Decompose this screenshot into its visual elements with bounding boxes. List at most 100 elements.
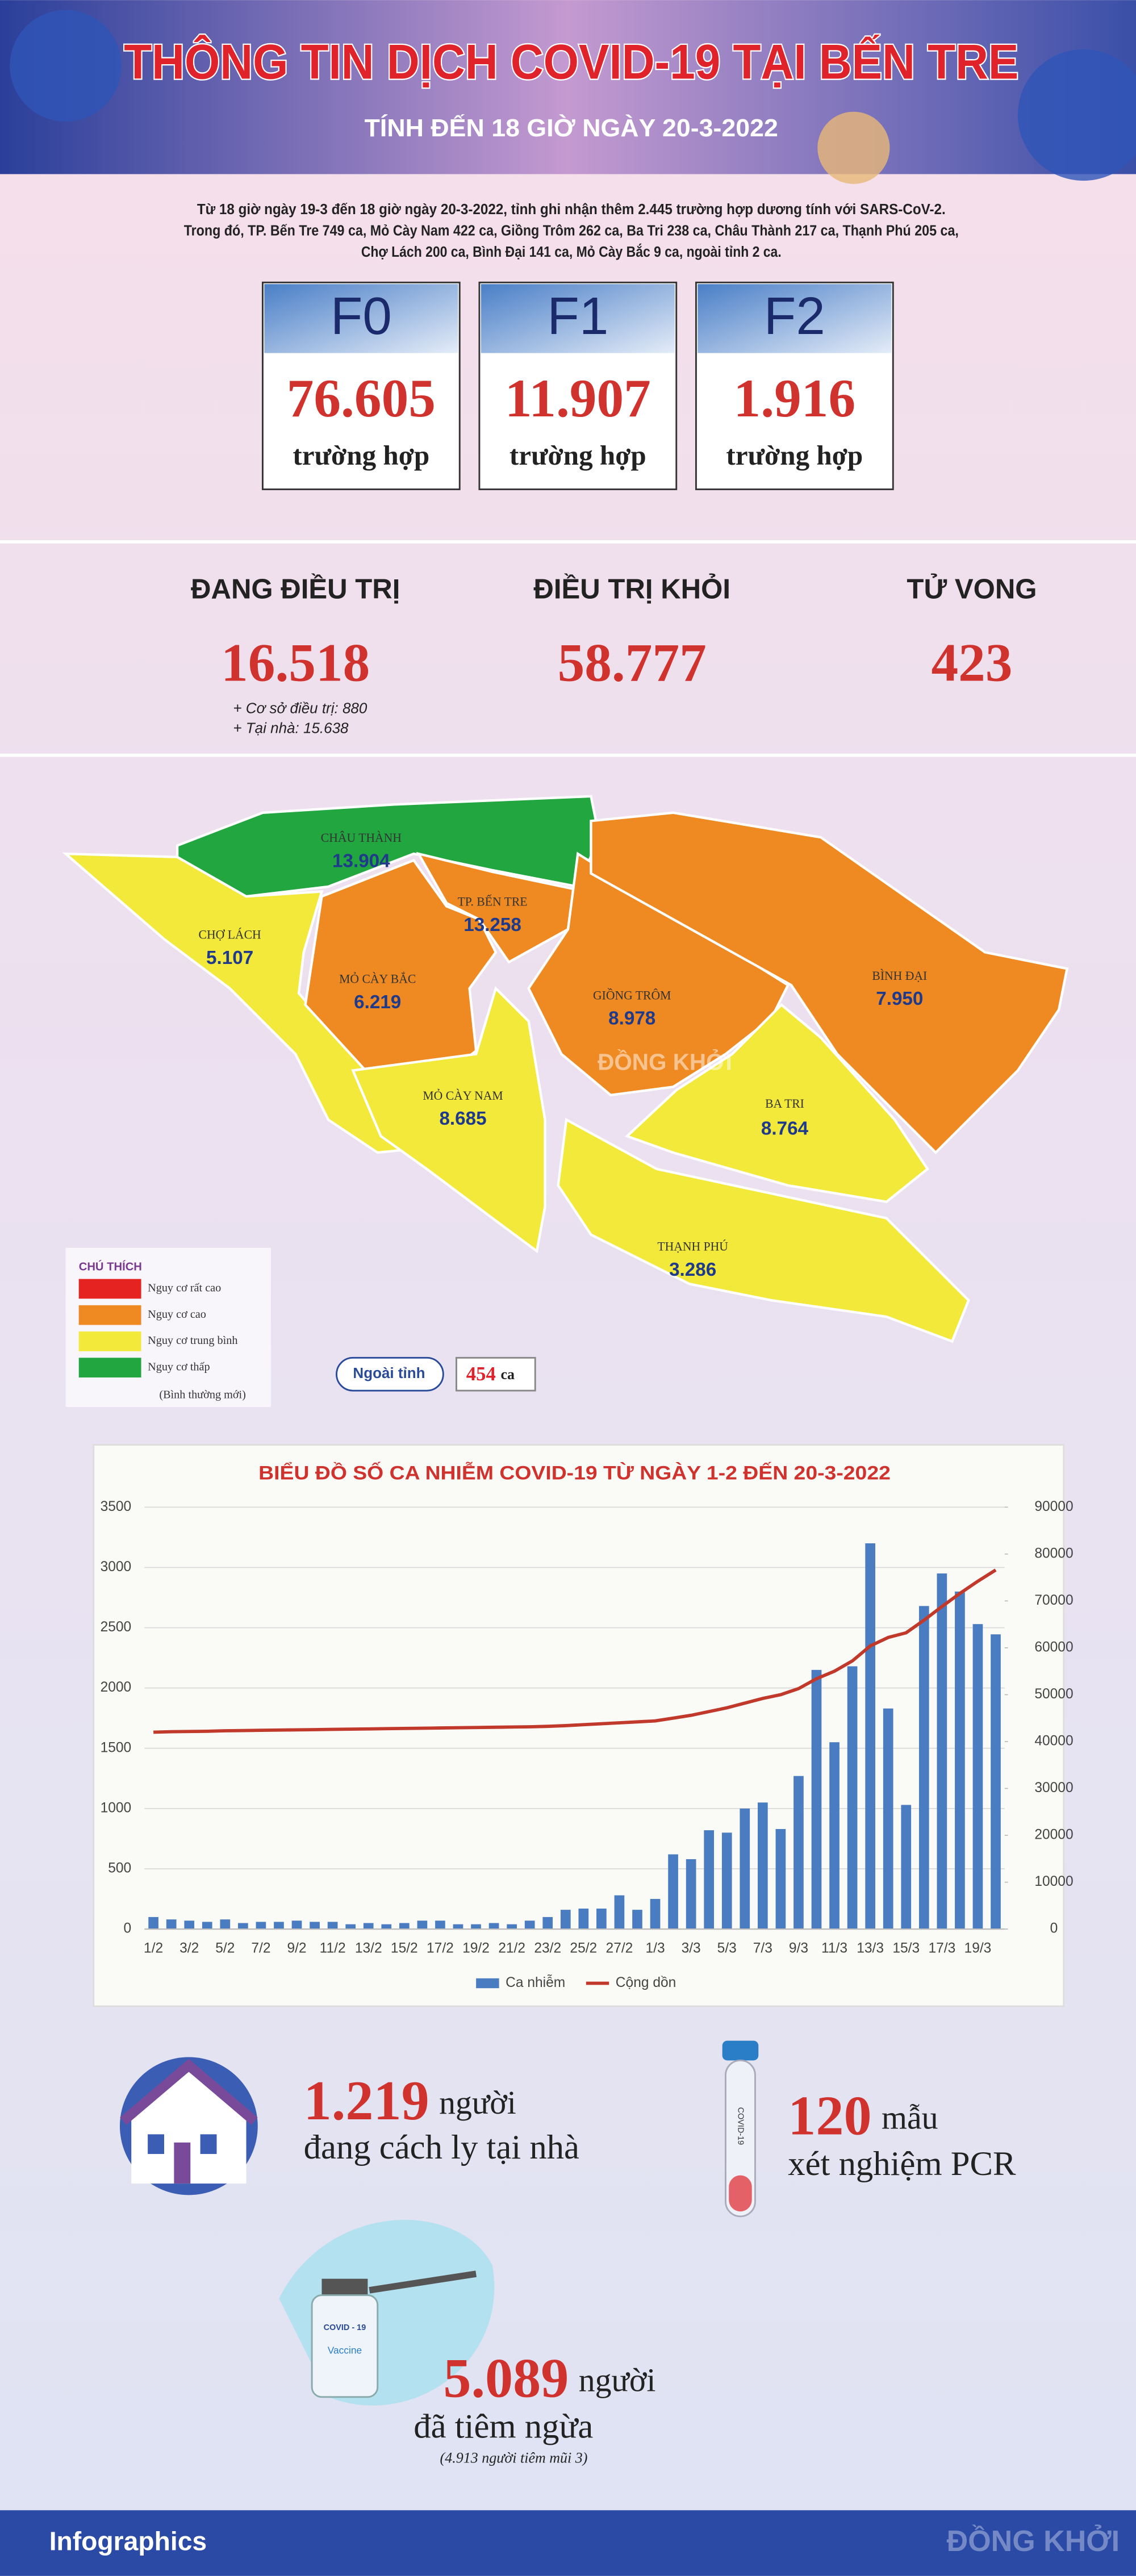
bar [202, 1922, 212, 1930]
chart-title: BIỂU ĐỒ SỐ CA NHIỄM COVID-19 TỪ NGÀY 1-2… [258, 1462, 891, 1484]
card-value: 11.907 [505, 368, 651, 428]
legend-swatch [78, 1331, 141, 1351]
bar [542, 1917, 553, 1930]
legend-swatch [476, 1978, 499, 1989]
outside-count: 454 ca [466, 1363, 515, 1385]
footer-label: Infographics [49, 2526, 207, 2556]
bar [847, 1666, 858, 1930]
card-label: F1 [547, 286, 608, 345]
legend-box [65, 1247, 271, 1408]
y2-tick-label: 30000 [1034, 1780, 1073, 1796]
card-head [698, 284, 892, 353]
summary-line: Từ 18 giờ ngày 19-3 đến 18 giờ ngày 20-3… [197, 201, 946, 218]
bar [883, 1708, 893, 1930]
card-label: F2 [764, 286, 825, 345]
district-value: 8.685 [439, 1108, 486, 1129]
bar [578, 1909, 589, 1930]
bar [829, 1742, 840, 1930]
stat-note: (4.913 người tiêm mũi 3) [440, 2450, 588, 2466]
bar [704, 1830, 715, 1930]
district-name: MỎ CÀY BẮC [339, 972, 416, 986]
bar [793, 1776, 804, 1930]
legend-label: Nguy cơ trung bình [148, 1334, 237, 1347]
x-tick-label: 25/2 [570, 1940, 597, 1956]
bar [811, 1669, 822, 1930]
card-head [481, 284, 675, 353]
bar [686, 1859, 696, 1930]
bar [758, 1802, 768, 1930]
bar [238, 1923, 248, 1930]
district-name: CHỢ LÁCH [199, 928, 261, 942]
bar [507, 1924, 517, 1930]
district-name: MỎ CÀY NAM [423, 1089, 503, 1103]
x-tick-label: 13/3 [857, 1940, 884, 1956]
tube-label: COVID-19 [736, 2107, 745, 2145]
x-tick-label: 5/3 [717, 1940, 737, 1956]
treatment-value: 58.777 [558, 632, 707, 692]
legend-label: Ca nhiễm [506, 1975, 565, 1990]
bar [596, 1909, 607, 1930]
x-tick-label: 15/3 [892, 1940, 920, 1956]
stat-text: đã tiêm ngừa [414, 2408, 593, 2446]
bar [488, 1923, 499, 1930]
legend-note: (Bình thường mới) [159, 1388, 246, 1401]
bar [632, 1910, 642, 1930]
treatment-label: TỬ VONG [907, 573, 1037, 605]
treatment-note: + Tại nhà: 15.638 [233, 719, 349, 736]
line [153, 1568, 997, 1734]
vaccine-icon: COVID - 19 Vaccine [279, 2220, 495, 2406]
district-value: 7.950 [876, 988, 923, 1009]
stat-text: đang cách ly tại nhà [304, 2128, 579, 2166]
treatment-value: 16.518 [221, 632, 370, 692]
x-tick-label: 19/3 [964, 1940, 992, 1956]
page-subtitle: TÍNH ĐẾN 18 GIỜ NGÀY 20-3-2022 [365, 114, 778, 142]
bar [291, 1920, 302, 1930]
outside-number: 454 [466, 1363, 496, 1385]
bar [399, 1923, 410, 1930]
card-value: 76.605 [287, 368, 436, 428]
y-tick-label: 500 [108, 1860, 131, 1876]
bar [435, 1920, 445, 1930]
bar [310, 1922, 320, 1930]
bar [650, 1899, 661, 1930]
legend-swatch [78, 1279, 141, 1299]
treatment-label: ĐIỀU TRỊ KHỎI [533, 573, 730, 605]
legend-label: Cộng dồn [616, 1975, 676, 1990]
bar [274, 1922, 284, 1930]
y2-tick-label: 40000 [1034, 1733, 1073, 1748]
district-name: CHÂU THÀNH [321, 831, 402, 845]
bar [166, 1919, 177, 1930]
x-tick-label: 19/2 [462, 1940, 490, 1956]
risk-legend: Nguy cơ rất cao Nguy cơ cao Nguy cơ trung … [78, 1279, 238, 1378]
bar [184, 1920, 195, 1930]
test-tube-icon: COVID-19 [722, 2040, 759, 2218]
bar [471, 1924, 481, 1930]
x-tick-label: 21/2 [498, 1940, 525, 1956]
case-cards: F0 76.605 trường hợp F1 11.907 trường hợp F2 1.… [261, 281, 894, 490]
y-tick-label: 3000 [101, 1559, 132, 1575]
stat-line: 120 mẫu [788, 2085, 938, 2147]
bar [327, 1922, 338, 1930]
district-area [557, 1117, 970, 1343]
bar [363, 1923, 374, 1930]
y-tick-label: 1000 [101, 1800, 132, 1815]
district-value: 8.978 [608, 1008, 655, 1029]
card-value: 1.916 [734, 368, 856, 428]
bar [775, 1828, 786, 1930]
x-tick-label: 7/3 [753, 1940, 772, 1956]
bar [256, 1922, 266, 1930]
legend-swatch [78, 1358, 141, 1378]
district-area [416, 851, 579, 964]
x-tick-label: 13/2 [355, 1940, 382, 1956]
bubble-decoration [817, 111, 890, 184]
stat-value: 120 [788, 2085, 871, 2147]
card-head [264, 284, 458, 353]
card-label: F0 [331, 286, 392, 345]
y-tick-label: 2500 [101, 1619, 132, 1635]
stat-unit: người [439, 2085, 516, 2122]
x-tick-label: 11/3 [821, 1940, 847, 1956]
stat-unit: mẫu [882, 2099, 938, 2136]
x-tick-label: 11/2 [320, 1940, 346, 1956]
bar [740, 1808, 750, 1930]
